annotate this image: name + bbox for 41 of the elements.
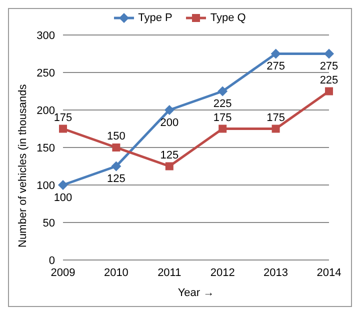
x-tick-label: 2011 [158,266,182,279]
point [218,124,227,133]
y-tick-label: 200 [36,104,55,117]
data-label: 100 [54,192,72,204]
data-label: 150 [107,130,126,142]
point [58,180,68,190]
data-label: 175 [213,112,232,124]
point [165,162,174,170]
point [324,48,334,59]
y-tick-label: 50 [42,217,55,230]
data-label: 225 [213,98,232,110]
y-tick-label: 0 [48,254,55,267]
data-label: 275 [266,60,285,73]
y-tick-label: 100 [36,180,55,192]
data-label: 225 [320,74,338,86]
point [112,144,120,152]
data-label: 125 [160,149,179,162]
x-tick-label: 2014 [316,266,342,279]
legend-label: Type Q [210,12,246,24]
point [272,124,280,133]
point [59,124,67,133]
data-label: 275 [320,60,338,73]
data-label: 175 [266,112,285,124]
point [111,161,122,172]
point [218,86,228,96]
data-label: 200 [160,116,179,129]
legend-label: Type P [138,12,172,24]
y-axis-title: Number of vehicles (in thousands [16,84,29,248]
data-label: 175 [54,112,72,124]
x-tick-label: 2012 [210,266,235,279]
point [164,105,174,115]
x-tick-label: 2009 [50,266,76,279]
point [270,48,281,59]
x-tick-label: 2010 [104,266,128,279]
point [325,87,333,96]
y-tick-label: 300 [36,30,55,42]
data-label: 125 [107,173,126,186]
y-tick-label: 250 [36,67,55,80]
y-tick-label: 150 [36,142,55,154]
x-axis-title: Year → [178,287,214,299]
x-tick-label: 2013 [264,266,288,279]
